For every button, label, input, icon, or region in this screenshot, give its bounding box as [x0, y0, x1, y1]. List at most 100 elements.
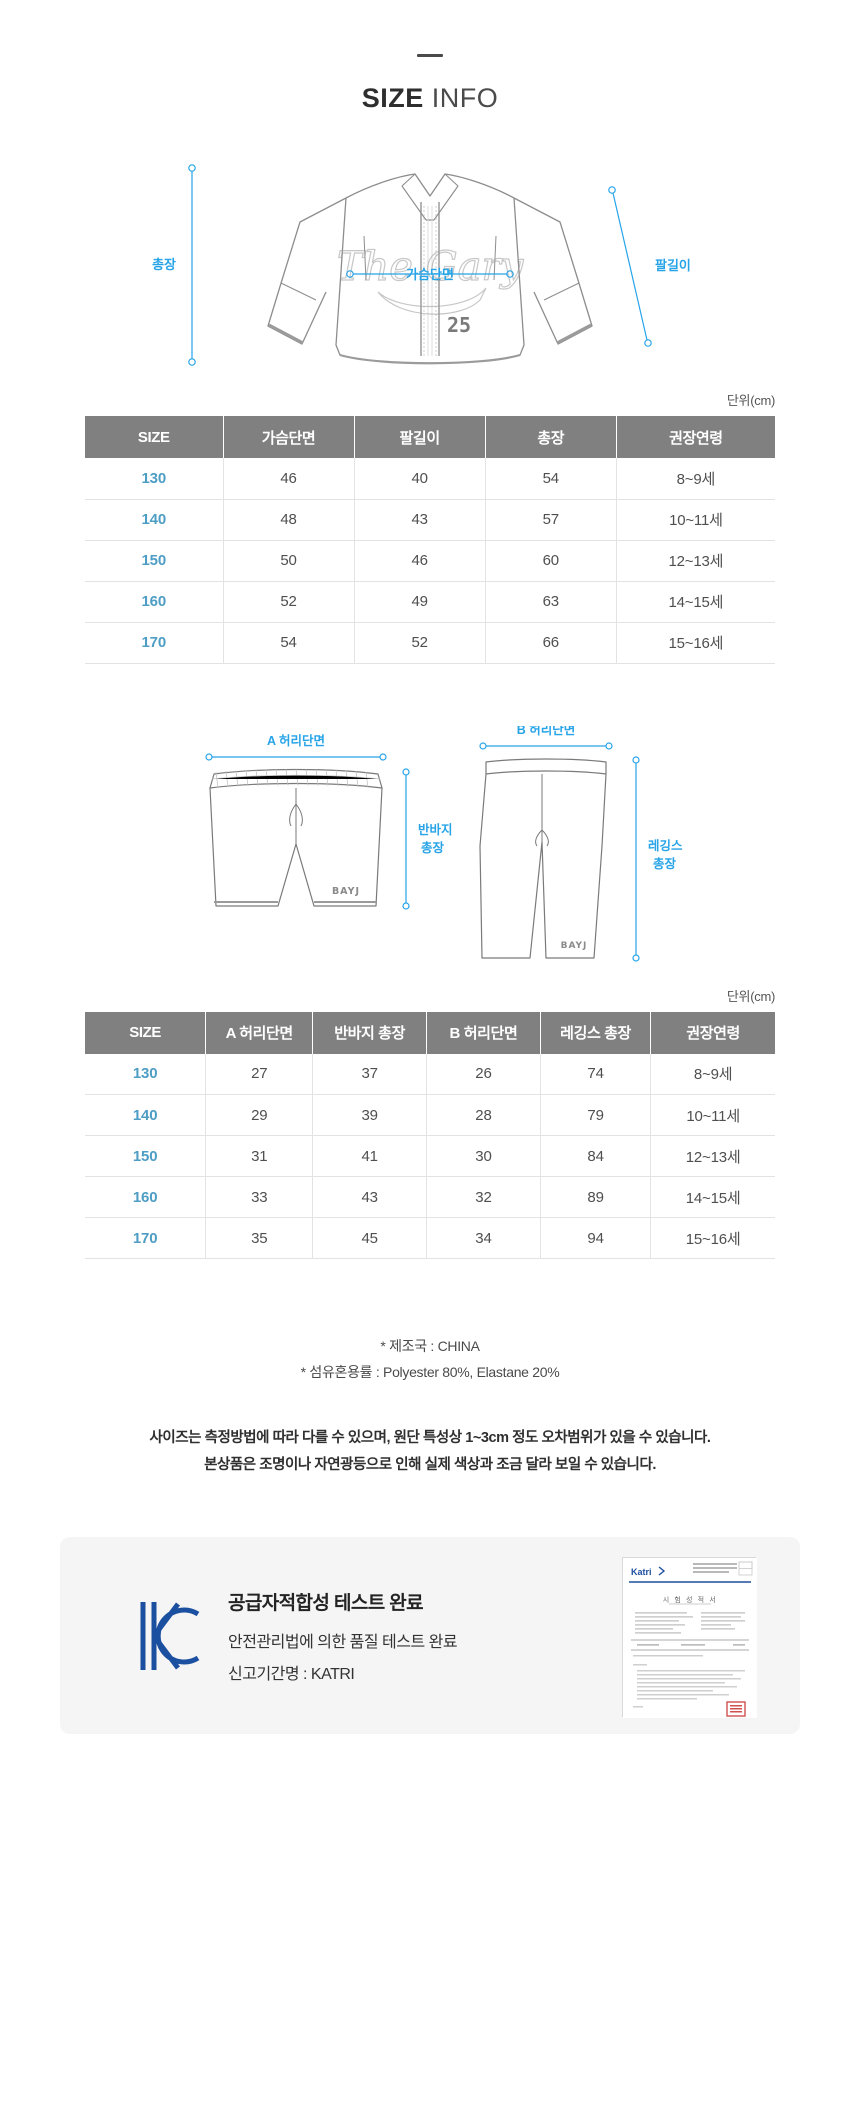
cell-size: 170 [85, 622, 224, 664]
cell-value: 34 [426, 1217, 541, 1259]
product-notes: * 제조국 : CHINA * 섬유혼용률 : Polyester 80%, E… [0, 1333, 860, 1385]
column-header-4: 레깅스 총장 [540, 1011, 652, 1054]
table-header-row: SIZE A 허리단면 반바지 총장 B 허리단면 레깅스 총장 권장연령 [85, 1011, 775, 1054]
note-material: * 섬유혼용률 : Polyester 80%, Elastane 20% [300, 1364, 560, 1380]
table-header-row: SIZE 가슴단면 팔길이 총장 권장연령 [85, 416, 775, 458]
measure-line-shorts-length [402, 767, 410, 910]
table-row: 150 31 41 30 84 12~13세 [85, 1135, 775, 1177]
kc-subtitle-2: 신고기간명 : KATRI [228, 1665, 355, 1683]
measure-label-shorts-length-line2: 총장 [421, 840, 445, 855]
column-header-2: 팔길이 [354, 416, 486, 458]
cell-value: 15~16세 [616, 622, 775, 664]
kc-certificate-thumbnail: Katri 시 험 성 적 서 [622, 1557, 757, 1718]
table-row: 140 48 43 57 10~11세 [85, 499, 775, 541]
product-disclaimer: 사이즈는 측정방법에 따라 다를 수 있으며, 원단 특성상 1~3cm 정도 … [0, 1425, 860, 1479]
cell-value: 29 [205, 1094, 314, 1136]
measure-line-waist-b [479, 741, 613, 750]
cell-value: 26 [426, 1053, 541, 1095]
note-origin: * 제조국 : CHINA [380, 1338, 480, 1354]
cell-size: 130 [85, 1053, 207, 1095]
cell-value: 35 [205, 1217, 314, 1259]
measure-label-shorts-length-line1: 반바지 [418, 822, 453, 837]
measure-line-sleeve [608, 186, 652, 347]
cell-value: 54 [223, 622, 355, 664]
cell-size: 150 [85, 540, 224, 582]
jersey-script-logo: The Gary [336, 243, 525, 315]
table-row: 160 33 43 32 89 14~15세 [85, 1176, 775, 1218]
cell-value: 14~15세 [650, 1176, 775, 1218]
size-table-top: SIZE 가슴단면 팔길이 총장 권장연령 130 46 40 54 8~9세 140 48 43 57… [85, 416, 775, 664]
unit-label-top: 단위(cm) [726, 393, 775, 408]
cell-value: 52 [354, 622, 486, 664]
cell-value: 74 [540, 1053, 652, 1095]
cell-value: 8~9세 [616, 458, 775, 500]
cell-value: 10~11세 [650, 1094, 775, 1136]
unit-label-bottom: 단위(cm) [726, 988, 775, 1004]
cell-value: 45 [312, 1217, 428, 1259]
size-table-bottom: SIZE A 허리단면 반바지 총장 B 허리단면 레깅스 총장 권장연령 130 27 37… [85, 1011, 775, 1259]
column-header-2: 반바지 총장 [312, 1011, 428, 1054]
certificate-document-image: Katri 시 험 성 적 서 [623, 1558, 757, 1718]
table-row: 150 50 46 60 12~13세 [85, 540, 775, 582]
cell-value: 30 [426, 1135, 541, 1177]
column-header-4: 권장연령 [616, 416, 775, 458]
cell-value: 10~11세 [616, 499, 775, 541]
kc-logo-icon [140, 1601, 200, 1670]
column-header-3: 총장 [485, 416, 617, 458]
leggings-brand-mark: BAYJ [561, 941, 588, 951]
kc-title: 공급자적합성 테스트 완료 [228, 1592, 424, 1614]
cell-value: 52 [223, 581, 355, 623]
shorts-and-leggings-diagram: BAYJ A 허리단면 반바지 총장 B [205, 726, 683, 962]
cell-value: 12~13세 [650, 1135, 775, 1177]
cell-value: 32 [426, 1176, 541, 1218]
measure-label-length: 총장 [152, 257, 176, 272]
measure-label-waist-b: B 허리단면 [517, 726, 576, 737]
cell-size: 140 [85, 1094, 207, 1136]
cell-value: 79 [540, 1094, 652, 1136]
cell-value: 54 [485, 458, 617, 500]
jersey-number: 25 [447, 313, 471, 337]
kc-subtitle-1: 안전관리법에 의한 품질 테스트 완료 [228, 1633, 458, 1651]
header-dash-divider [417, 54, 443, 57]
cell-value: 57 [485, 499, 617, 541]
cell-value: 33 [205, 1176, 314, 1218]
shorts-waistband-texture [211, 768, 381, 788]
table-row: 130 27 37 26 74 8~9세 [85, 1053, 775, 1095]
cell-size: 150 [85, 1135, 207, 1177]
jersey-diagram-wrap: The Gary 25 총장 가슴단면 [0, 140, 860, 390]
column-header-1: A 허리단면 [205, 1011, 314, 1054]
cell-value: 43 [312, 1176, 428, 1218]
cell-value: 94 [540, 1217, 652, 1259]
cell-size: 140 [85, 499, 224, 541]
bottoms-diagram-wrap: BAYJ A 허리단면 반바지 총장 B [0, 726, 860, 986]
kc-text-block: 공급자적합성 테스트 완료 안전관리법에 의한 품질 테스트 완료 신고기간명 … [228, 1588, 458, 1684]
disclaimer-line-2: 본상품은 조명이나 자연광등으로 인해 실제 색상과 조금 달라 보일 수 있습… [204, 1457, 656, 1473]
table-row: 140 29 39 28 79 10~11세 [85, 1094, 775, 1136]
measure-label-waist-a: A 허리단면 [267, 733, 325, 748]
cell-value: 40 [354, 458, 486, 500]
table-row: 170 54 52 66 15~16세 [85, 622, 775, 664]
leggings-outline [479, 757, 607, 959]
cell-value: 50 [223, 540, 355, 582]
certificate-brand: Katri [631, 1567, 652, 1577]
column-header-0: SIZE [85, 1011, 207, 1054]
shorts-outline [209, 768, 383, 907]
measure-label-chest: 가슴단면 [406, 267, 454, 282]
measure-line-waist-a [205, 752, 387, 761]
column-header-0: SIZE [85, 416, 224, 458]
cell-value: 37 [312, 1053, 428, 1095]
cell-value: 31 [205, 1135, 314, 1177]
page-title: SIZE INFO [0, 83, 860, 114]
kc-certification-box: 공급자적합성 테스트 완료 안전관리법에 의한 품질 테스트 완료 신고기간명 … [60, 1537, 800, 1734]
cell-size: 130 [85, 458, 224, 500]
measure-line-length [188, 164, 196, 366]
cell-value: 14~15세 [616, 581, 775, 623]
table-row: 160 52 49 63 14~15세 [85, 581, 775, 623]
cell-size: 160 [85, 581, 224, 623]
svg-text:The Gary: The Gary [337, 244, 525, 290]
cell-value: 15~16세 [650, 1217, 775, 1259]
page-title-bold: SIZE [361, 83, 424, 113]
cell-value: 48 [223, 499, 355, 541]
cell-value: 43 [354, 499, 486, 541]
